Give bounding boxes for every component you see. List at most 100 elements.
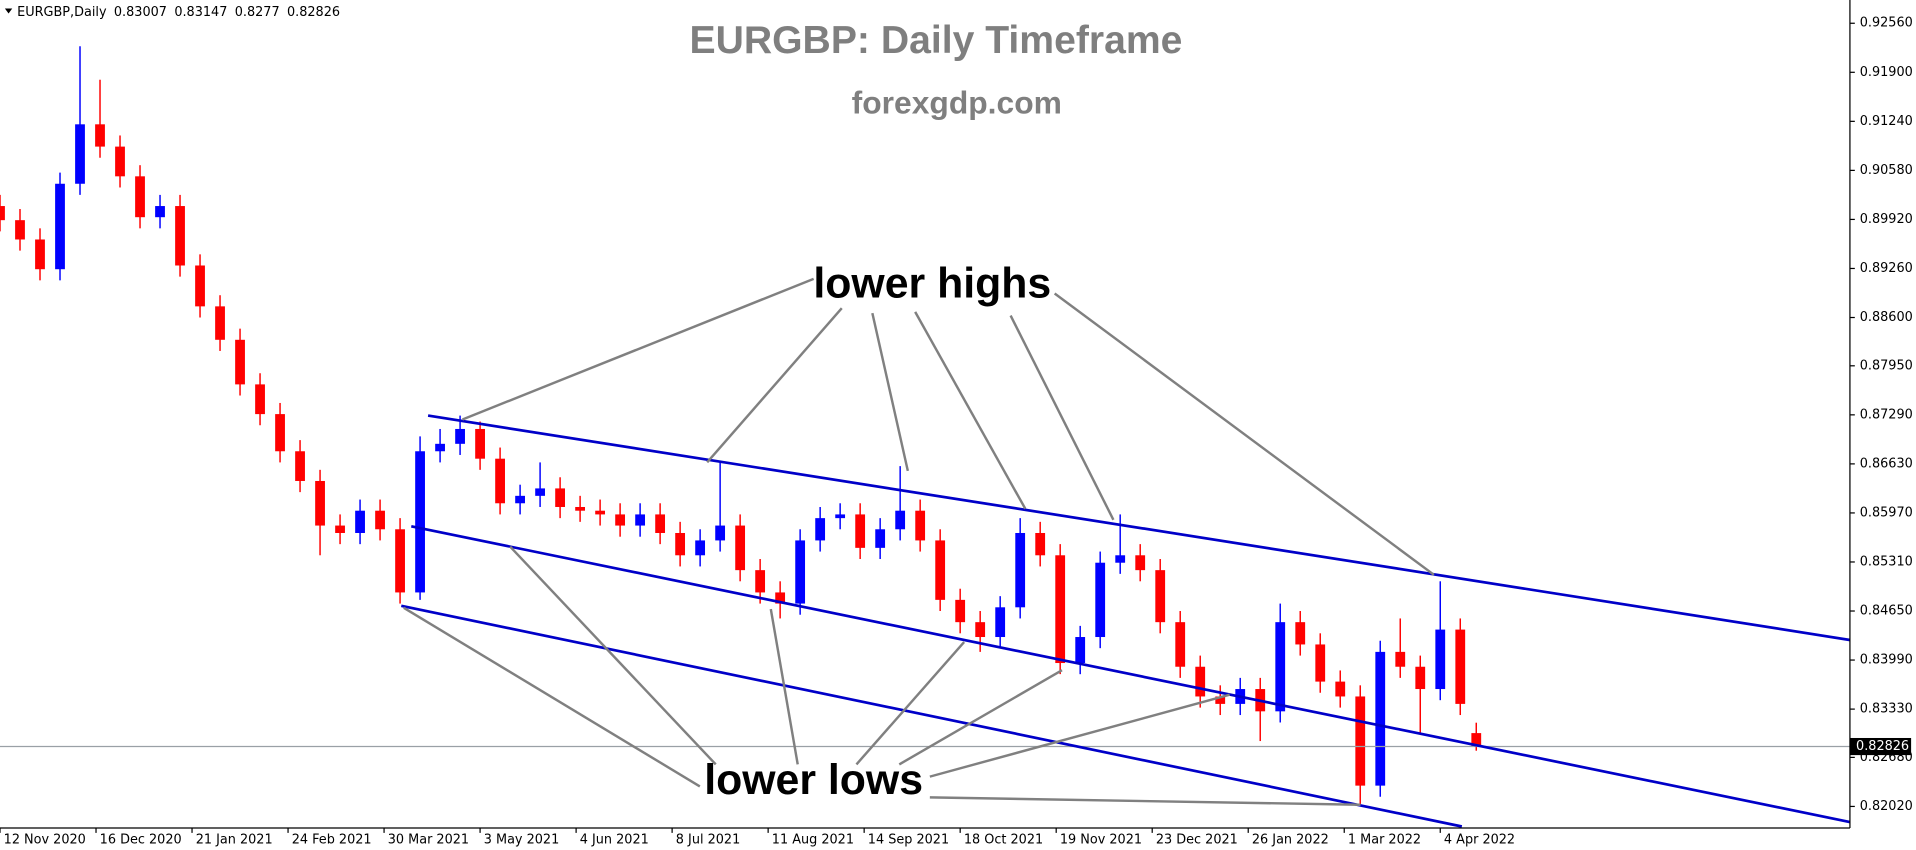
candle-body xyxy=(595,510,606,515)
y-tick-label: 0.88600 xyxy=(1860,310,1913,325)
candle-body xyxy=(795,540,806,604)
candle-body xyxy=(1471,733,1482,747)
close: 0.82826 xyxy=(287,5,340,20)
candle-body xyxy=(35,239,45,270)
candle-body xyxy=(755,570,766,593)
candle-body xyxy=(775,592,786,604)
leader-line xyxy=(403,606,701,788)
candle-body xyxy=(1115,555,1126,563)
candle-body xyxy=(1355,696,1366,786)
candle-body xyxy=(1175,622,1186,667)
leader-line xyxy=(1053,292,1435,576)
candle-body xyxy=(175,206,185,266)
candle-body xyxy=(395,529,405,593)
candle-body xyxy=(815,518,826,541)
candle-body xyxy=(1455,629,1466,704)
candle-body xyxy=(515,495,525,504)
leader-line xyxy=(898,669,1063,766)
y-tick-label: 0.87950 xyxy=(1860,358,1913,373)
candle-body xyxy=(1315,644,1326,682)
candle-body xyxy=(955,599,966,623)
candle-body xyxy=(355,510,365,533)
candle-body xyxy=(95,124,105,147)
x-tick-label: 23 Dec 2021 xyxy=(1156,833,1238,848)
candle-body xyxy=(1415,666,1426,690)
candle-body xyxy=(535,488,545,496)
candle-body xyxy=(215,306,225,340)
y-tick-label: 0.91900 xyxy=(1860,65,1913,80)
candle-body xyxy=(255,384,265,415)
x-tick-label: 4 Jun 2021 xyxy=(580,833,649,848)
candle-body xyxy=(115,146,125,177)
y-tick-label: 0.84650 xyxy=(1860,604,1913,619)
x-tick-label: 19 Nov 2021 xyxy=(1060,833,1142,848)
channel-line xyxy=(411,524,1851,824)
plot-area xyxy=(0,46,1851,828)
candle-body xyxy=(695,540,706,556)
candle-body xyxy=(935,540,946,600)
candle-body xyxy=(1435,629,1446,690)
candle-body xyxy=(1375,651,1386,786)
candle-body xyxy=(635,514,646,526)
candle-body xyxy=(0,206,5,221)
y-tick-label: 0.86630 xyxy=(1860,456,1913,471)
leader-line xyxy=(1009,314,1115,521)
y-tick-label: 0.90580 xyxy=(1860,163,1913,178)
x-tick-label: 26 Jan 2022 xyxy=(1252,833,1329,848)
leader-line xyxy=(855,641,966,766)
leader-line xyxy=(706,307,843,464)
x-tick-label: 1 Mar 2022 xyxy=(1348,833,1421,848)
candle-body xyxy=(1075,637,1086,664)
leader-line xyxy=(929,693,1230,778)
candle-body xyxy=(315,480,325,526)
candle-body xyxy=(335,525,345,533)
x-tick-label: 3 May 2021 xyxy=(484,833,559,848)
candle-body xyxy=(55,183,65,270)
y-tick-label: 0.83990 xyxy=(1860,653,1913,668)
y-tick-label: 0.82020 xyxy=(1860,799,1913,814)
annotation: lower highs xyxy=(813,260,1051,308)
price-label: 0.82826 xyxy=(1856,739,1909,754)
candle-body xyxy=(675,532,686,556)
x-tick-label: 24 Feb 2021 xyxy=(292,833,372,848)
x-tick-label: 21 Jan 2021 xyxy=(196,833,273,848)
candle-body xyxy=(835,514,846,519)
candle-body xyxy=(15,220,25,240)
x-tick-label: 16 Dec 2020 xyxy=(100,833,182,848)
x-tick-label: 12 Nov 2020 xyxy=(4,833,86,848)
y-tick-label: 0.87290 xyxy=(1860,407,1913,422)
candle-body xyxy=(1195,666,1206,697)
annotation: lower lows xyxy=(704,756,923,804)
candle-body xyxy=(1295,622,1306,645)
candle-body xyxy=(715,525,726,541)
leader-line xyxy=(929,796,1361,806)
leader-line xyxy=(769,608,799,765)
high: 0.83147 xyxy=(174,5,227,20)
candle-body xyxy=(1275,622,1286,712)
candle-body xyxy=(855,514,866,548)
chart-subtitle: forexgdp.com xyxy=(852,85,1062,121)
candle-body xyxy=(1135,555,1146,571)
candle-body xyxy=(475,428,485,459)
x-tick-label: 18 Oct 2021 xyxy=(964,833,1043,848)
candle-body xyxy=(1095,562,1106,638)
candle-body xyxy=(455,428,465,444)
candle-body xyxy=(375,510,385,530)
symbol-info: EURGBP,Daily 0.83007 0.83147 0.8277 0.82826 xyxy=(17,5,340,20)
candle-body xyxy=(135,176,145,218)
leader-line xyxy=(509,545,717,766)
y-tick-label: 0.89260 xyxy=(1860,261,1913,276)
candle-body xyxy=(1155,570,1166,623)
x-tick-label: 11 Aug 2021 xyxy=(772,833,854,848)
candle-body xyxy=(615,514,626,526)
y-tick-label: 0.91240 xyxy=(1860,114,1913,129)
candle-body xyxy=(1395,651,1406,667)
candle-body xyxy=(295,451,305,481)
leaders xyxy=(403,277,1435,806)
candle-body xyxy=(75,124,85,184)
candle-body xyxy=(415,451,425,593)
header: EURGBP,Daily 0.83007 0.83147 0.8277 0.82826 xyxy=(4,5,340,20)
leader-line xyxy=(871,312,910,472)
x-tick-label: 8 Jul 2021 xyxy=(676,833,740,848)
